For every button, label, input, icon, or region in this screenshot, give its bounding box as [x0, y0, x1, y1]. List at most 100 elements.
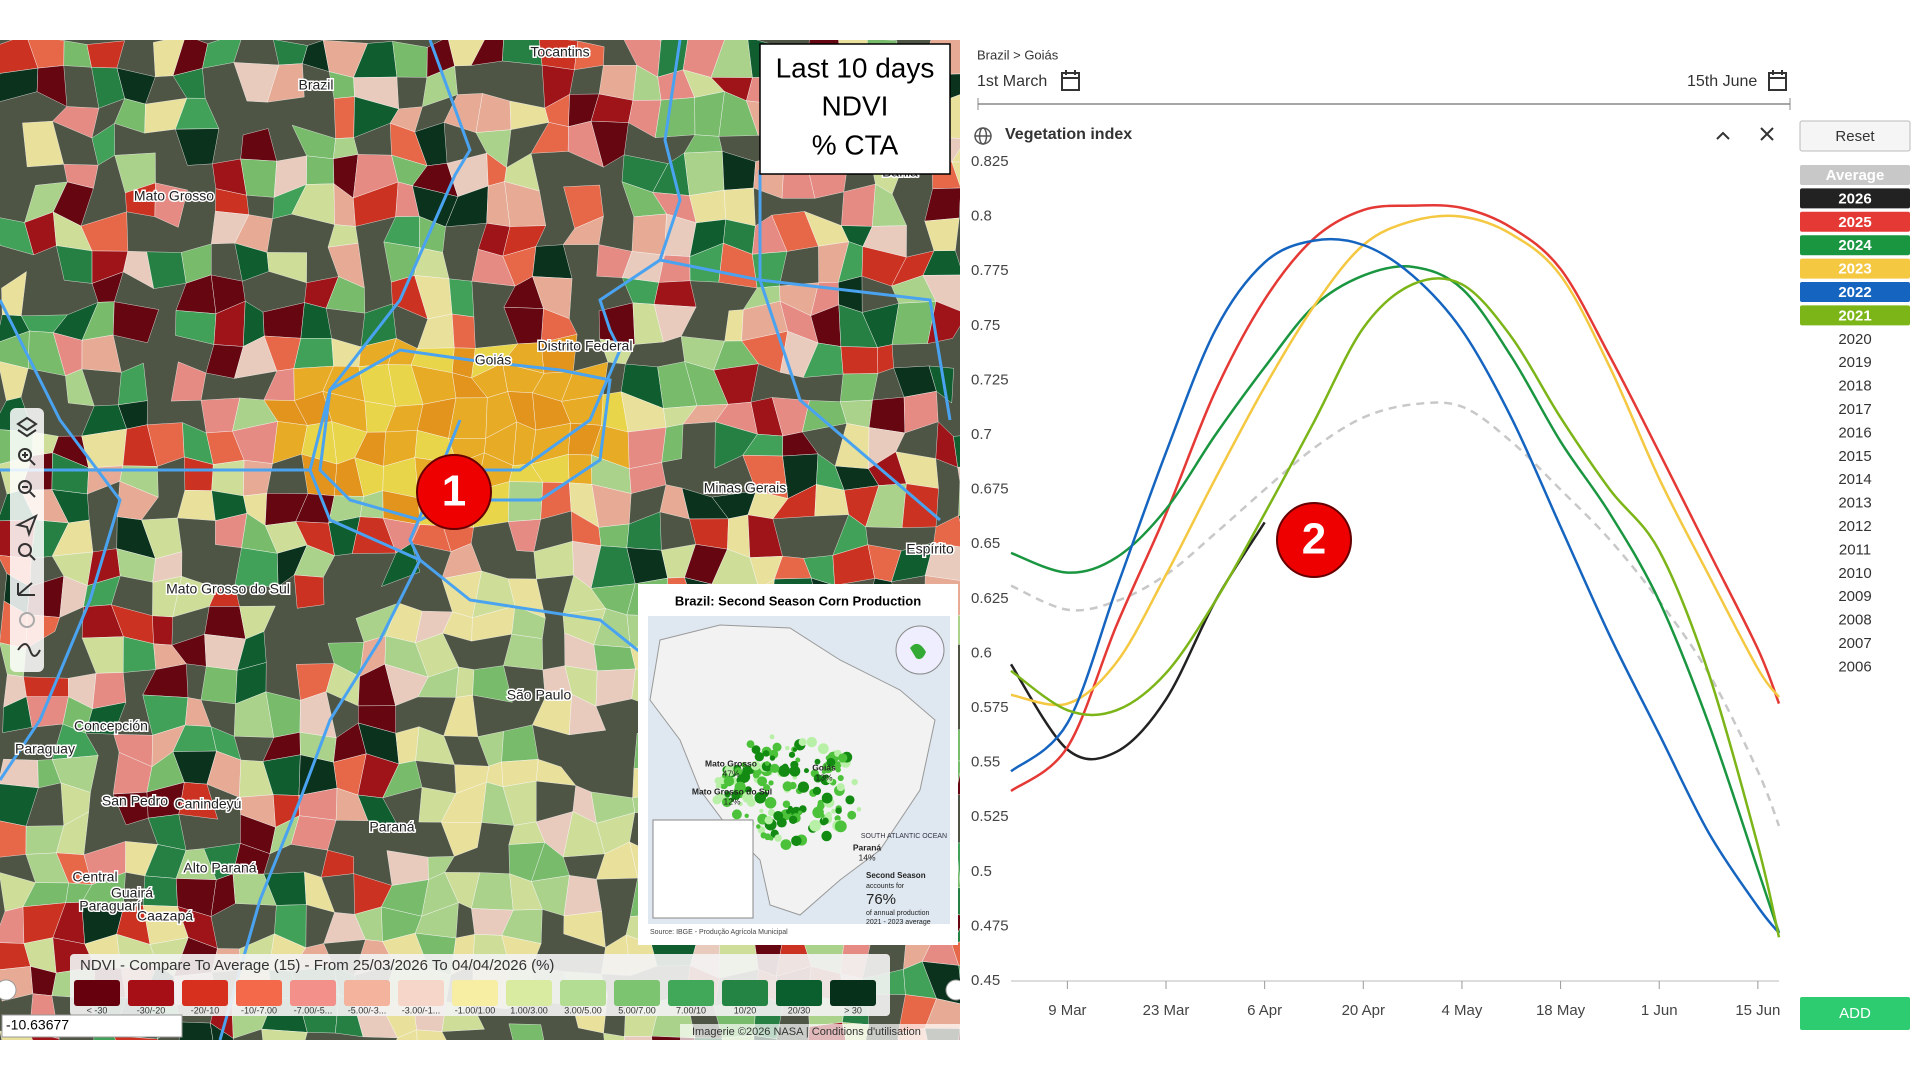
legend-label[interactable]: 2010 — [1838, 565, 1871, 582]
map-cell — [892, 1058, 933, 1080]
map-cell — [953, 435, 960, 468]
legend-label[interactable]: 2011 — [1839, 541, 1871, 558]
legend-label[interactable]: 2018 — [1838, 378, 1871, 395]
legend-label: -5.00/-3... — [348, 1005, 387, 1015]
legend-label[interactable]: 2017 — [1838, 401, 1871, 418]
legend-label[interactable]: 2013 — [1838, 495, 1871, 512]
end-date[interactable]: 15th June — [1687, 73, 1757, 90]
map-cell — [419, 1061, 458, 1080]
legend-label[interactable]: 2020 — [1838, 331, 1871, 348]
calendar-icon[interactable] — [1061, 70, 1080, 91]
zoom-in-icon[interactable] — [18, 448, 32, 462]
legend-button[interactable] — [1800, 282, 1910, 302]
map-toolbar[interactable] — [10, 408, 44, 672]
legend-label[interactable]: 2022 — [1838, 284, 1871, 301]
legend-label[interactable]: 2023 — [1838, 261, 1871, 278]
inset-dot — [746, 740, 755, 749]
layers-icon[interactable] — [16, 416, 38, 438]
draw-icon[interactable] — [17, 643, 41, 657]
inset-dot — [826, 757, 836, 767]
inset-dot — [780, 839, 792, 850]
inset-dot — [831, 808, 837, 814]
map-label: Concepción — [74, 718, 148, 734]
inset-dot — [826, 776, 833, 784]
legend-label[interactable]: 2025 — [1838, 214, 1871, 231]
series-line — [1010, 401, 1781, 827]
map-cell — [563, 875, 602, 917]
map-cell — [261, 1028, 308, 1040]
map-cell — [868, 396, 906, 434]
map-cell — [150, 1058, 185, 1080]
measure-icon[interactable] — [17, 582, 35, 596]
breadcrumb[interactable]: Brazil > Goiás — [977, 47, 1059, 62]
legend-label: -30/-20 — [137, 1005, 166, 1015]
map-label: Canindeyú — [175, 796, 242, 812]
map-cell — [654, 1054, 693, 1080]
chart: 0.45 0.475 0.5 0.525 0.55 0.575 0.6 0.625 0.65 0.… — [971, 153, 1910, 1019]
legend-label[interactable]: 2014 — [1838, 471, 1871, 488]
y-tick-label: 0.65 — [971, 535, 1000, 552]
reset-label[interactable]: Reset — [1835, 128, 1875, 145]
map-cell — [627, 1061, 663, 1080]
map-next[interactable] — [945, 979, 966, 1001]
legend-label[interactable]: 2008 — [1838, 612, 1871, 629]
target-icon[interactable] — [19, 612, 35, 628]
add-label[interactable]: ADD — [1839, 1005, 1871, 1022]
legend-label[interactable]: 2019 — [1838, 354, 1871, 371]
legend-label[interactable]: 2024 — [1838, 237, 1872, 254]
inset-dot — [795, 757, 801, 763]
map-cell — [478, 1053, 516, 1080]
legend-button[interactable] — [1800, 235, 1910, 256]
map[interactable]: TocantinsBrazilBahiaMato GrossoGoiásDist… — [0, 32, 1028, 1080]
legend-swatch — [74, 980, 120, 1006]
inset-dot — [769, 734, 775, 740]
legend-label[interactable]: 2026 — [1838, 190, 1871, 207]
close-button[interactable] — [1760, 127, 1774, 141]
inset-callout: of annual production — [866, 910, 930, 917]
map-cell — [54, 1062, 99, 1080]
legend-button[interactable] — [1800, 188, 1910, 209]
legend-label[interactable]: 2006 — [1838, 658, 1871, 675]
collapse-button[interactable] — [1716, 131, 1730, 140]
legend-label[interactable]: 2016 — [1838, 424, 1871, 441]
legend-swatch — [506, 980, 552, 1006]
legend-label: 10/20 — [734, 1005, 757, 1015]
legend-label[interactable]: 2012 — [1838, 518, 1871, 535]
calendar-icon[interactable] — [1768, 70, 1787, 91]
inset-dot — [820, 813, 825, 819]
map-cell — [455, 666, 475, 698]
inset-dot — [751, 745, 761, 755]
add-button[interactable] — [1800, 997, 1910, 1030]
map-label: Goiás — [475, 352, 512, 368]
map-cell — [508, 481, 544, 522]
inset-dot — [724, 764, 736, 777]
inset-dot — [782, 763, 789, 770]
locate-icon[interactable] — [15, 513, 38, 538]
legend-label[interactable]: 2015 — [1838, 448, 1871, 465]
search-icon[interactable] — [18, 543, 32, 557]
reset-button[interactable] — [1799, 120, 1911, 152]
map-cell — [840, 373, 879, 402]
map-cell — [81, 428, 127, 469]
legend-label[interactable]: 2009 — [1838, 588, 1871, 605]
inset-dot — [835, 767, 841, 773]
inset-title: Brazil: Second Season Corn Production — [675, 593, 921, 608]
legend-label[interactable]: Average — [1826, 167, 1885, 184]
map-cell — [333, 96, 355, 139]
legend-button[interactable] — [1800, 165, 1910, 185]
map-cell — [963, 274, 997, 314]
start-date[interactable]: 1st March — [977, 73, 1047, 90]
legend-button[interactable] — [1800, 211, 1910, 232]
map-label: Mato Grosso do Sul — [166, 581, 290, 597]
legend-button[interactable] — [1800, 305, 1910, 326]
map-cell — [753, 1035, 777, 1040]
zoom-out-icon[interactable] — [18, 480, 32, 494]
legend-label[interactable]: 2021 — [1838, 307, 1871, 324]
legend-label[interactable]: 2007 — [1838, 635, 1871, 652]
map-cell — [991, 218, 1026, 253]
inset-dot — [813, 774, 823, 783]
map-label: Espírito — [906, 541, 954, 557]
map-cell — [95, 1062, 125, 1080]
legend-button[interactable] — [1800, 258, 1910, 279]
map-prev[interactable] — [0, 979, 17, 1001]
